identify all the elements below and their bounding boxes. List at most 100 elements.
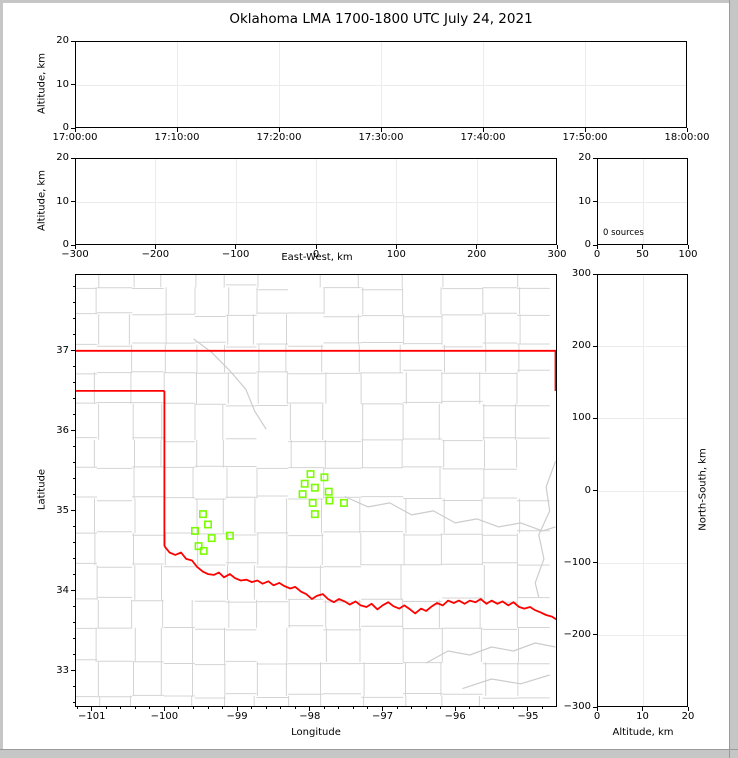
county-boundaries <box>75 274 550 707</box>
lightning-source-marker <box>325 496 334 505</box>
lightning-source-marker <box>339 498 348 507</box>
tick-label: 33 <box>56 664 69 676</box>
tick-label: −100 <box>563 556 591 568</box>
gridline <box>76 84 686 86</box>
tick <box>687 707 689 711</box>
lightning-source-marker <box>298 490 307 499</box>
minor-tick <box>73 318 75 320</box>
ns-height-ylabel: North-South, km <box>697 448 709 531</box>
gridline <box>598 201 687 203</box>
tick-label: 10 <box>56 78 69 90</box>
minor-tick <box>541 707 543 709</box>
window-border-bottom <box>0 750 738 758</box>
lightning-source-marker <box>320 473 329 482</box>
lightning-source-marker <box>199 510 208 519</box>
tick-label: −96 <box>444 711 466 722</box>
time-height-panel <box>75 41 687 128</box>
tick-label: 17:20:00 <box>256 132 302 143</box>
window-border-right-edge <box>729 0 730 758</box>
tick-label: 18:00:00 <box>664 132 710 143</box>
gridline <box>598 634 687 636</box>
minor-tick <box>294 707 296 709</box>
tick <box>593 244 597 246</box>
lightning-source-marker <box>191 526 200 535</box>
tick <box>380 128 382 132</box>
minor-tick <box>105 707 107 709</box>
lightning-source-marker <box>204 520 213 529</box>
tick <box>593 562 597 564</box>
tick-label: 37 <box>56 344 69 356</box>
tick <box>476 245 478 249</box>
minor-tick <box>512 707 514 709</box>
minor-tick <box>280 707 282 709</box>
minor-tick <box>73 638 75 640</box>
sources-count-label: 0 sources <box>603 228 644 238</box>
tick-label: 0 <box>593 249 601 260</box>
tick <box>71 84 75 85</box>
tick <box>71 201 75 202</box>
minor-tick <box>73 446 75 448</box>
minor-tick <box>73 574 75 576</box>
tick <box>309 707 311 711</box>
tick-label: 200 <box>571 340 591 352</box>
minor-tick <box>411 707 413 709</box>
tick <box>235 245 237 249</box>
tick <box>278 128 280 132</box>
altitude-histogram-panel: 0 sources <box>597 158 688 245</box>
minor-tick <box>498 707 500 709</box>
tick <box>593 634 597 636</box>
tick <box>71 670 75 672</box>
tick <box>395 245 397 249</box>
minor-tick <box>440 707 442 709</box>
tick-label: 100 <box>386 249 406 260</box>
ns-height-panel <box>597 274 688 707</box>
lightning-source-marker <box>225 531 234 540</box>
tick <box>74 245 76 249</box>
tick-label: 10 <box>636 711 649 722</box>
tick-label: 10 <box>56 195 69 207</box>
tick <box>596 707 598 711</box>
tick-label: −101 <box>77 711 106 722</box>
tick-label: 34 <box>56 584 69 596</box>
minor-tick <box>73 686 75 688</box>
tick-label: 100 <box>571 412 591 424</box>
tick <box>593 706 597 708</box>
tick <box>74 128 76 132</box>
tick <box>71 127 75 129</box>
tick <box>236 707 238 711</box>
minor-tick <box>73 286 75 288</box>
minor-tick <box>469 707 471 709</box>
lightning-source-marker <box>310 483 319 492</box>
minor-tick <box>73 622 75 624</box>
tick-label: 200 <box>467 249 487 260</box>
tick <box>642 245 643 249</box>
tick-label: 35 <box>56 504 69 516</box>
tick-label: 20 <box>56 35 69 46</box>
tick-label: 0 <box>584 484 591 496</box>
tick <box>71 510 75 512</box>
tick-label: −99 <box>226 711 248 722</box>
tick-label: 10 <box>578 195 591 207</box>
gridline <box>598 346 687 348</box>
tick <box>584 128 586 132</box>
tick-label: 50 <box>636 249 649 260</box>
ns-height-xlabel: Altitude, km <box>612 727 674 738</box>
minor-tick <box>73 558 75 560</box>
figure-title: Oklahoma LMA 1700-1800 UTC July 24, 2021 <box>229 11 533 27</box>
map-panel <box>75 274 557 707</box>
lightning-source-marker <box>308 498 317 507</box>
minor-tick <box>73 654 75 656</box>
tick <box>593 157 597 159</box>
tick <box>687 245 689 249</box>
tick <box>315 245 317 249</box>
minor-tick <box>251 707 253 709</box>
minor-tick <box>73 494 75 496</box>
minor-tick <box>73 398 75 400</box>
tick <box>154 245 156 249</box>
lightning-source-marker <box>194 542 203 551</box>
gridline <box>598 418 687 420</box>
minor-tick <box>73 334 75 336</box>
tick-label: 36 <box>56 424 69 436</box>
tick-label: −95 <box>517 711 539 722</box>
minor-tick <box>120 707 122 709</box>
